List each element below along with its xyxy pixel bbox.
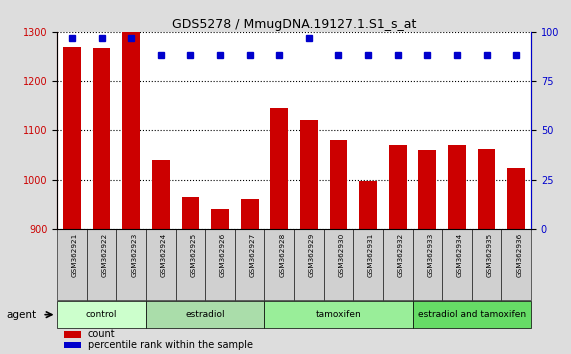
Text: GSM362929: GSM362929 [309, 232, 315, 276]
FancyBboxPatch shape [146, 229, 176, 300]
FancyBboxPatch shape [294, 229, 324, 300]
Text: GSM362933: GSM362933 [427, 232, 433, 276]
FancyBboxPatch shape [324, 229, 353, 300]
Text: agent: agent [6, 310, 37, 320]
Text: estradiol: estradiol [186, 310, 225, 319]
FancyBboxPatch shape [205, 229, 235, 300]
Title: GDS5278 / MmugDNA.19127.1.S1_s_at: GDS5278 / MmugDNA.19127.1.S1_s_at [172, 18, 416, 31]
Bar [300, 120, 317, 229]
Text: estradiol and tamoxifen: estradiol and tamoxifen [418, 310, 526, 319]
FancyBboxPatch shape [235, 229, 264, 300]
Text: GSM362934: GSM362934 [457, 232, 463, 276]
Bar [93, 47, 110, 229]
FancyBboxPatch shape [501, 229, 531, 300]
FancyBboxPatch shape [472, 229, 501, 300]
Text: percentile rank within the sample: percentile rank within the sample [88, 340, 253, 350]
Bar [122, 32, 140, 229]
FancyBboxPatch shape [57, 229, 87, 300]
Bar [182, 197, 199, 229]
Text: GSM362936: GSM362936 [516, 232, 522, 276]
Bar [419, 150, 436, 229]
Text: GSM362931: GSM362931 [368, 232, 374, 276]
Bar [329, 140, 347, 229]
Text: GSM362925: GSM362925 [190, 232, 196, 276]
Bar [448, 145, 466, 229]
FancyBboxPatch shape [176, 229, 205, 300]
Bar [152, 160, 170, 229]
FancyBboxPatch shape [442, 229, 472, 300]
Text: GSM362921: GSM362921 [72, 232, 78, 276]
FancyBboxPatch shape [57, 301, 146, 329]
Text: GSM362935: GSM362935 [486, 232, 493, 276]
Text: count: count [88, 329, 115, 339]
Bar [211, 209, 229, 229]
FancyBboxPatch shape [264, 301, 412, 329]
Bar [63, 47, 81, 229]
Bar [64, 331, 81, 338]
Text: GSM362923: GSM362923 [131, 232, 137, 276]
Bar [478, 149, 496, 229]
Text: GSM362928: GSM362928 [279, 232, 286, 276]
Text: control: control [86, 310, 117, 319]
FancyBboxPatch shape [383, 229, 412, 300]
FancyBboxPatch shape [264, 229, 294, 300]
FancyBboxPatch shape [412, 229, 442, 300]
Bar [507, 168, 525, 229]
FancyBboxPatch shape [116, 229, 146, 300]
Bar [241, 199, 259, 229]
Bar [389, 145, 407, 229]
Bar [359, 181, 377, 229]
Bar [64, 342, 81, 348]
Text: GSM362930: GSM362930 [339, 232, 344, 276]
Text: GSM362922: GSM362922 [102, 232, 107, 276]
FancyBboxPatch shape [353, 229, 383, 300]
Text: tamoxifen: tamoxifen [316, 310, 361, 319]
FancyBboxPatch shape [412, 301, 531, 329]
Text: GSM362932: GSM362932 [398, 232, 404, 276]
FancyBboxPatch shape [87, 229, 116, 300]
Text: GSM362927: GSM362927 [250, 232, 256, 276]
Text: GSM362926: GSM362926 [220, 232, 226, 276]
Text: GSM362924: GSM362924 [161, 232, 167, 276]
FancyBboxPatch shape [146, 301, 264, 329]
Bar [271, 108, 288, 229]
